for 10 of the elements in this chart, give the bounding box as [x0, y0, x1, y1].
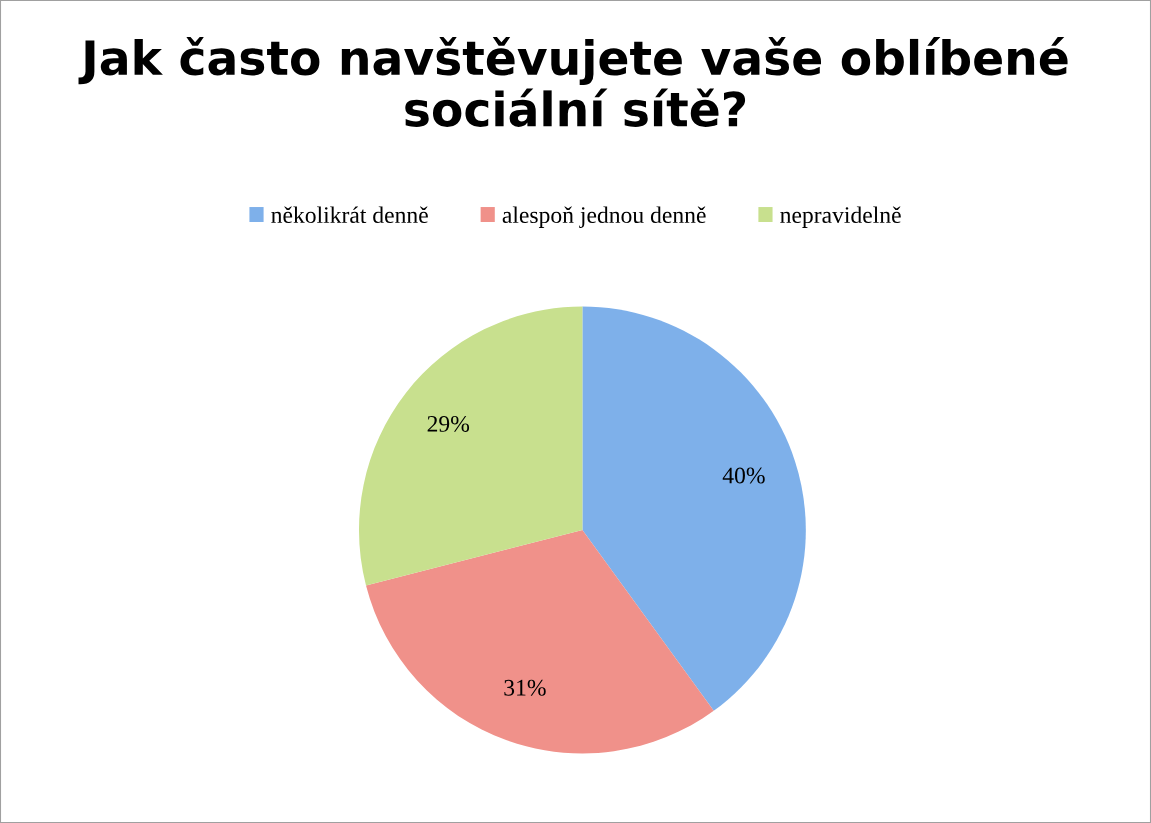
pie-slice: [359, 306, 583, 586]
data-label: 40%: [722, 467, 765, 484]
data-label: 29%: [427, 415, 470, 432]
legend-label: alespoň jednou denně: [502, 206, 706, 228]
legend-label: nepravidelně: [780, 206, 901, 228]
chart-title: Jak často navštěvujete vaše oblíbené sociální sítě?: [78, 37, 1068, 127]
pie-slice: [366, 530, 714, 754]
data-label: 31%: [504, 679, 546, 696]
pie-slice: [582, 306, 806, 711]
legend-label: několikrát denně: [271, 206, 428, 224]
